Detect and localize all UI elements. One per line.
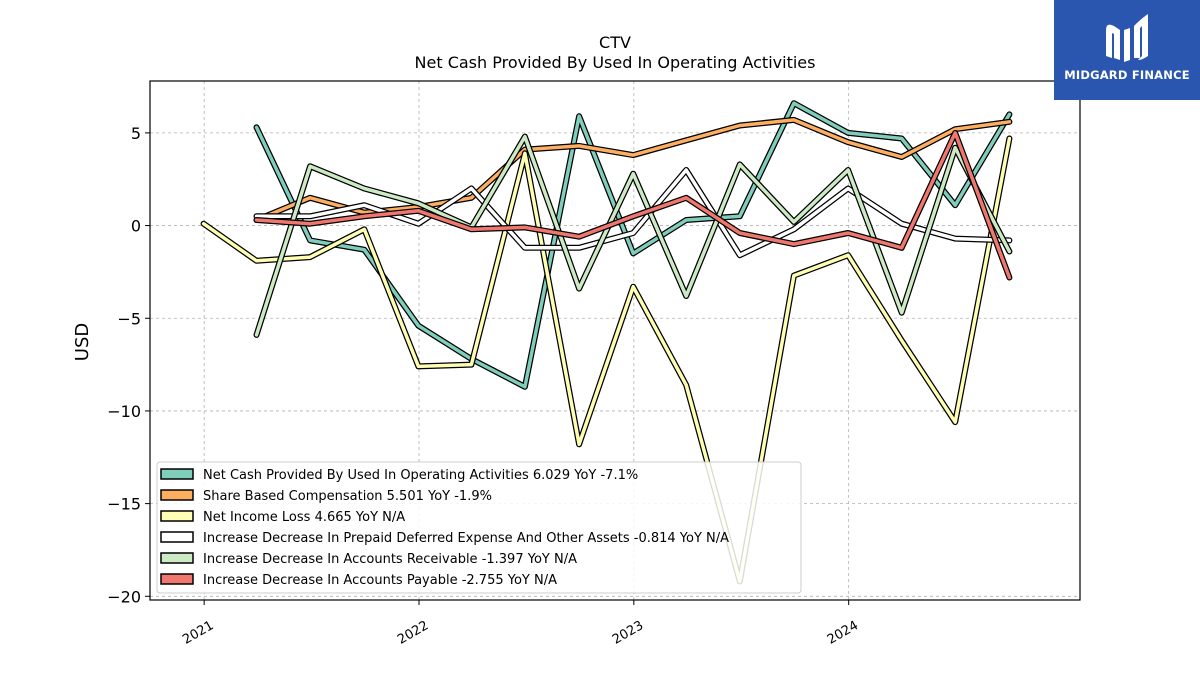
legend-label: Share Based Compensation 5.501 YoY -1.9% [203,489,492,504]
legend-item: Net Cash Provided By Used In Operating A… [160,468,638,483]
legend-item: Net Income Loss 4.665 YoY N/A [160,510,405,525]
legend-swatch [160,510,194,522]
series-lines [200,100,1013,585]
x-tick-label: 2023 [610,618,646,648]
series-line-stroke [201,136,1012,584]
legend-item: Increase Decrease In Accounts Receivable… [160,552,577,567]
y-tick-label: 0 [131,217,141,236]
legend-item: Share Based Compensation 5.501 YoY -1.9% [160,489,492,504]
series-line [253,129,1013,281]
y-tick-label: −20 [107,587,141,606]
legend-swatch [160,531,194,543]
legend: Net Cash Provided By Used In Operating A… [156,461,802,594]
brand-logo: MIDGARD FINANCE [1054,0,1200,100]
series-line-stroke [254,134,1012,337]
legend-label: Net Income Loss 4.665 YoY N/A [203,510,405,525]
legend-swatch [160,552,194,564]
legend-box [156,461,802,594]
series-line-stroke [254,168,1012,257]
series-line [253,133,1013,338]
x-tick-label: 2022 [395,618,431,648]
chart-subtitle: Net Cash Provided By Used In Operating A… [415,53,816,72]
midgard-m-logo-icon [1106,14,1148,62]
legend-item: Increase Decrease In Accounts Payable -2… [160,573,557,588]
legend-label: Increase Decrease In Accounts Receivable… [203,552,577,567]
x-tick-label: 2024 [825,618,861,648]
series-line [253,167,1013,259]
brand-name: MIDGARD FINANCE [1064,68,1190,82]
y-tick-label: −15 [107,495,141,514]
y-tick-label: −10 [107,402,141,421]
chart-title: CTV [599,33,631,52]
y-tick-label: −5 [117,309,141,328]
y-tick-label: 5 [131,124,141,143]
legend-swatch [160,573,194,585]
series-line-stroke [254,131,1012,280]
x-tick-label: 2021 [180,618,216,648]
series-line [200,135,1013,585]
legend-label: Increase Decrease In Prepaid Deferred Ex… [203,531,729,546]
legend-label: Net Cash Provided By Used In Operating A… [203,468,638,483]
y-axis-label: USD [72,323,93,361]
legend-item: Increase Decrease In Prepaid Deferred Ex… [160,531,729,546]
legend-swatch [160,489,194,501]
legend-swatch [160,468,194,480]
plot-frame [149,80,1081,601]
legend-label: Increase Decrease In Accounts Payable -2… [203,573,557,588]
